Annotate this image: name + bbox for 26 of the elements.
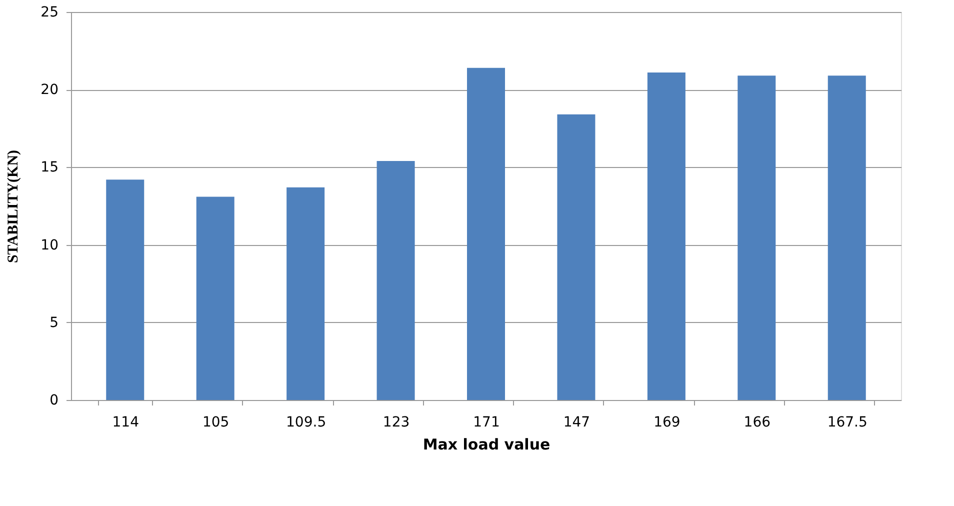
x-tick-label: 105 — [202, 414, 230, 430]
bar — [106, 180, 144, 400]
y-tick-label: 20 — [40, 82, 58, 98]
bar — [196, 196, 234, 400]
x-tick-label: 114 — [112, 414, 140, 430]
y-tick-label: 15 — [40, 160, 58, 176]
y-axis-title: STABILITY(KN) — [6, 150, 22, 264]
x-tick-label: 109.5 — [286, 414, 326, 430]
x-tick-label: 166 — [744, 414, 771, 430]
y-tick-label: 25 — [40, 4, 58, 20]
y-tick-label: 10 — [40, 237, 58, 254]
bar — [738, 76, 776, 400]
x-tick-label: 169 — [654, 414, 680, 430]
x-tick-label: 167.5 — [827, 414, 868, 430]
x-tick-label: 147 — [563, 414, 590, 430]
x-axis-title: Max load value — [422, 436, 550, 454]
bar — [647, 72, 686, 400]
x-tick-label: 123 — [382, 414, 410, 430]
y-tick-label: 5 — [50, 314, 58, 331]
bar — [467, 68, 505, 400]
bar — [286, 187, 325, 400]
y-tick-label: 0 — [50, 392, 58, 408]
bar — [828, 76, 866, 400]
bar — [376, 160, 415, 400]
bar — [557, 114, 596, 400]
x-tick-label: 171 — [473, 414, 500, 430]
